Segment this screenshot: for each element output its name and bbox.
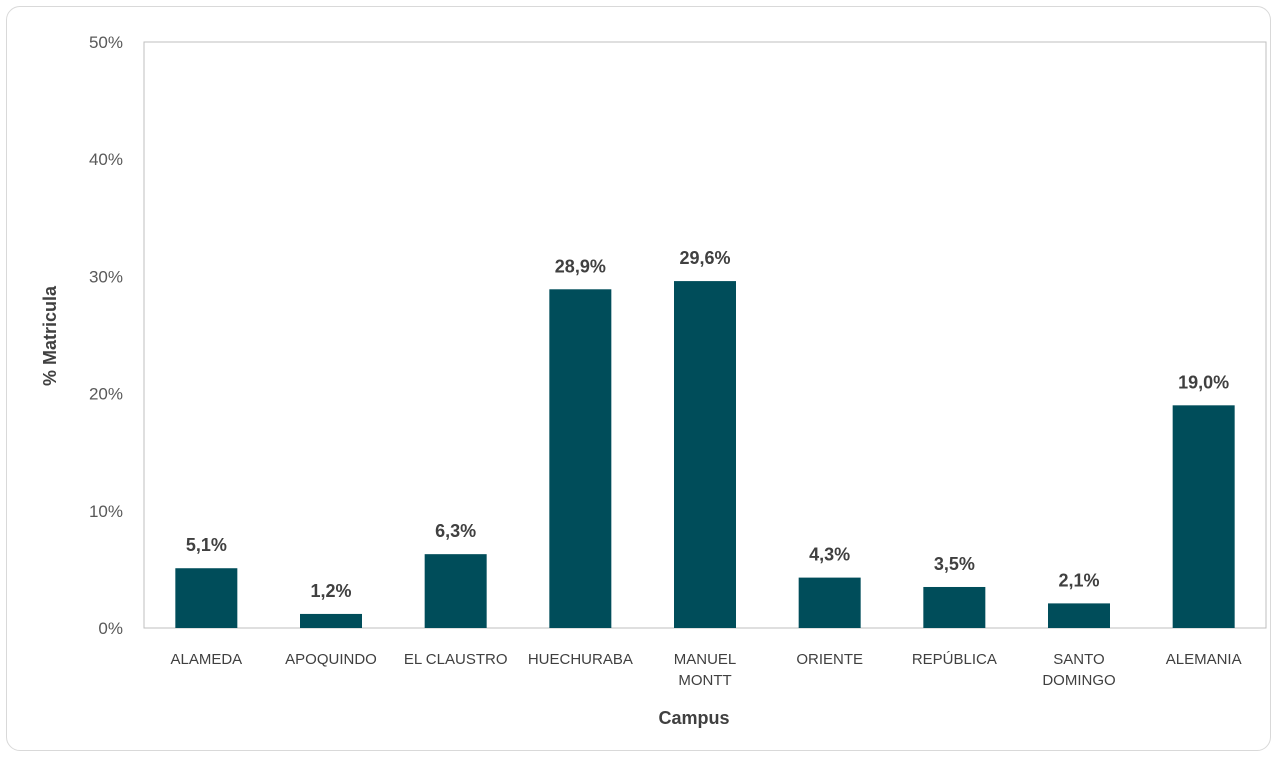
bar xyxy=(424,554,487,628)
x-axis-title: Campus xyxy=(658,708,729,728)
x-tick-label: SANTO DOMINGO xyxy=(1042,651,1115,689)
bars xyxy=(175,281,1235,628)
data-label: 6,3% xyxy=(435,521,476,541)
y-tick-label: 10% xyxy=(89,502,123,521)
y-axis-ticks: 0% 10% 20% 30% 40% 50% xyxy=(89,33,123,638)
bar xyxy=(1048,603,1110,628)
x-tick-label: APOQUINDO xyxy=(285,651,377,668)
bar xyxy=(923,586,986,628)
x-tick-label: HUECHURABA xyxy=(528,651,633,668)
y-tick-label: 20% xyxy=(89,385,123,404)
data-label: 5,1% xyxy=(186,535,227,555)
bar xyxy=(300,613,362,628)
y-tick-label: 30% xyxy=(89,267,123,286)
x-axis-category-labels: ALAMEDA APOQUINDO EL CLAUSTRO HUECHURABA MAN… xyxy=(170,651,1241,689)
x-tick-label: EL CLAUSTRO xyxy=(404,651,508,668)
y-tick-label: 40% xyxy=(89,150,123,169)
x-tick-label: ORIENTE xyxy=(796,651,863,668)
data-label: 28,9% xyxy=(555,256,606,276)
y-axis-title: % Matricula xyxy=(40,285,60,386)
x-tick-label: ALEMANIA xyxy=(1166,651,1242,668)
bar xyxy=(798,577,861,628)
data-label: 1,2% xyxy=(310,581,351,601)
data-label: 29,6% xyxy=(679,248,730,268)
bar xyxy=(674,281,736,628)
bar xyxy=(1172,405,1235,628)
data-labels: 5,1% 1,2% 6,3% 28,9% 29,6% 4,3% 3,5% 2,1% 19,0% xyxy=(186,248,1229,601)
data-label: 19,0% xyxy=(1178,372,1229,392)
y-tick-label: 50% xyxy=(89,33,123,52)
x-tick-label: MANUEL MONTT xyxy=(674,651,737,689)
y-tick-label: 0% xyxy=(98,619,123,638)
bar xyxy=(175,568,238,628)
data-label: 3,5% xyxy=(934,554,975,574)
data-label: 2,1% xyxy=(1058,570,1099,590)
x-tick-label: REPÚBLICA xyxy=(912,651,997,668)
x-tick-label: ALAMEDA xyxy=(170,651,242,668)
data-label: 4,3% xyxy=(809,545,850,565)
bar xyxy=(549,289,612,628)
